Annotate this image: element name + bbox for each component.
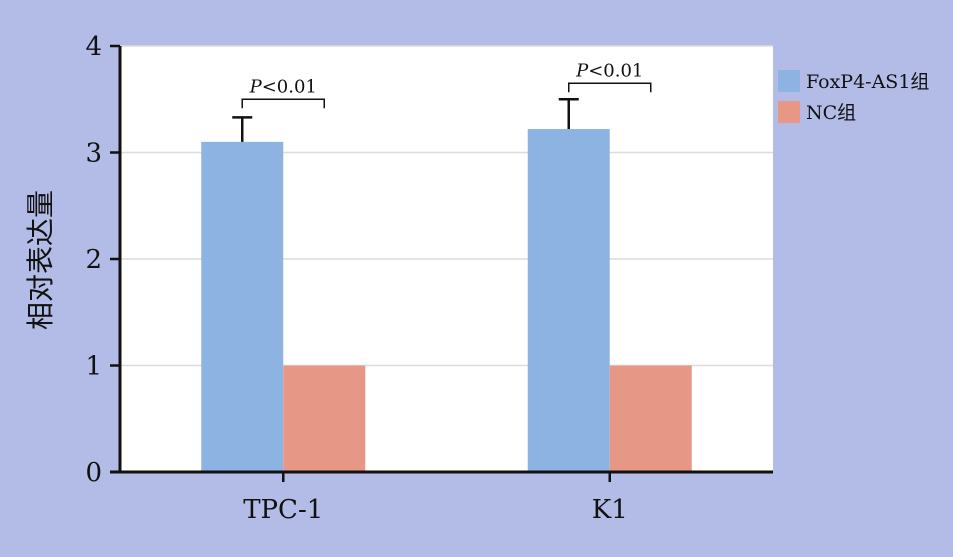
bar bbox=[201, 141, 284, 472]
legend-label: FoxP4-AS1组 bbox=[806, 71, 929, 93]
x-tick-label: K1 bbox=[592, 495, 628, 525]
bar bbox=[527, 129, 610, 472]
y-tick-label: 1 bbox=[85, 352, 102, 382]
significance-bracket bbox=[241, 98, 325, 109]
significance-bracket bbox=[568, 82, 652, 93]
y-tick-label: 3 bbox=[85, 139, 102, 169]
significance-label: P<0.01 bbox=[249, 76, 317, 97]
significance-annotations: P<0.01 P<0.01 bbox=[241, 60, 652, 109]
legend-swatch bbox=[778, 70, 800, 92]
bar bbox=[283, 365, 366, 472]
legend-swatch bbox=[778, 101, 800, 123]
legend-label: NC组 bbox=[806, 102, 856, 124]
y-tick-label: 0 bbox=[85, 458, 102, 488]
bars bbox=[201, 98, 692, 472]
significance-label: P<0.01 bbox=[575, 60, 643, 81]
y-axis-label: 相对表达量 bbox=[24, 190, 57, 330]
bar bbox=[609, 365, 692, 472]
y-tick-label: 4 bbox=[85, 32, 102, 62]
axes: 0 1 2 3 4 TPC-1 K1 bbox=[85, 32, 773, 525]
legend: FoxP4-AS1组 NC组 bbox=[778, 70, 929, 124]
y-tick-label: 2 bbox=[85, 245, 102, 275]
x-tick-label: TPC-1 bbox=[243, 495, 323, 525]
